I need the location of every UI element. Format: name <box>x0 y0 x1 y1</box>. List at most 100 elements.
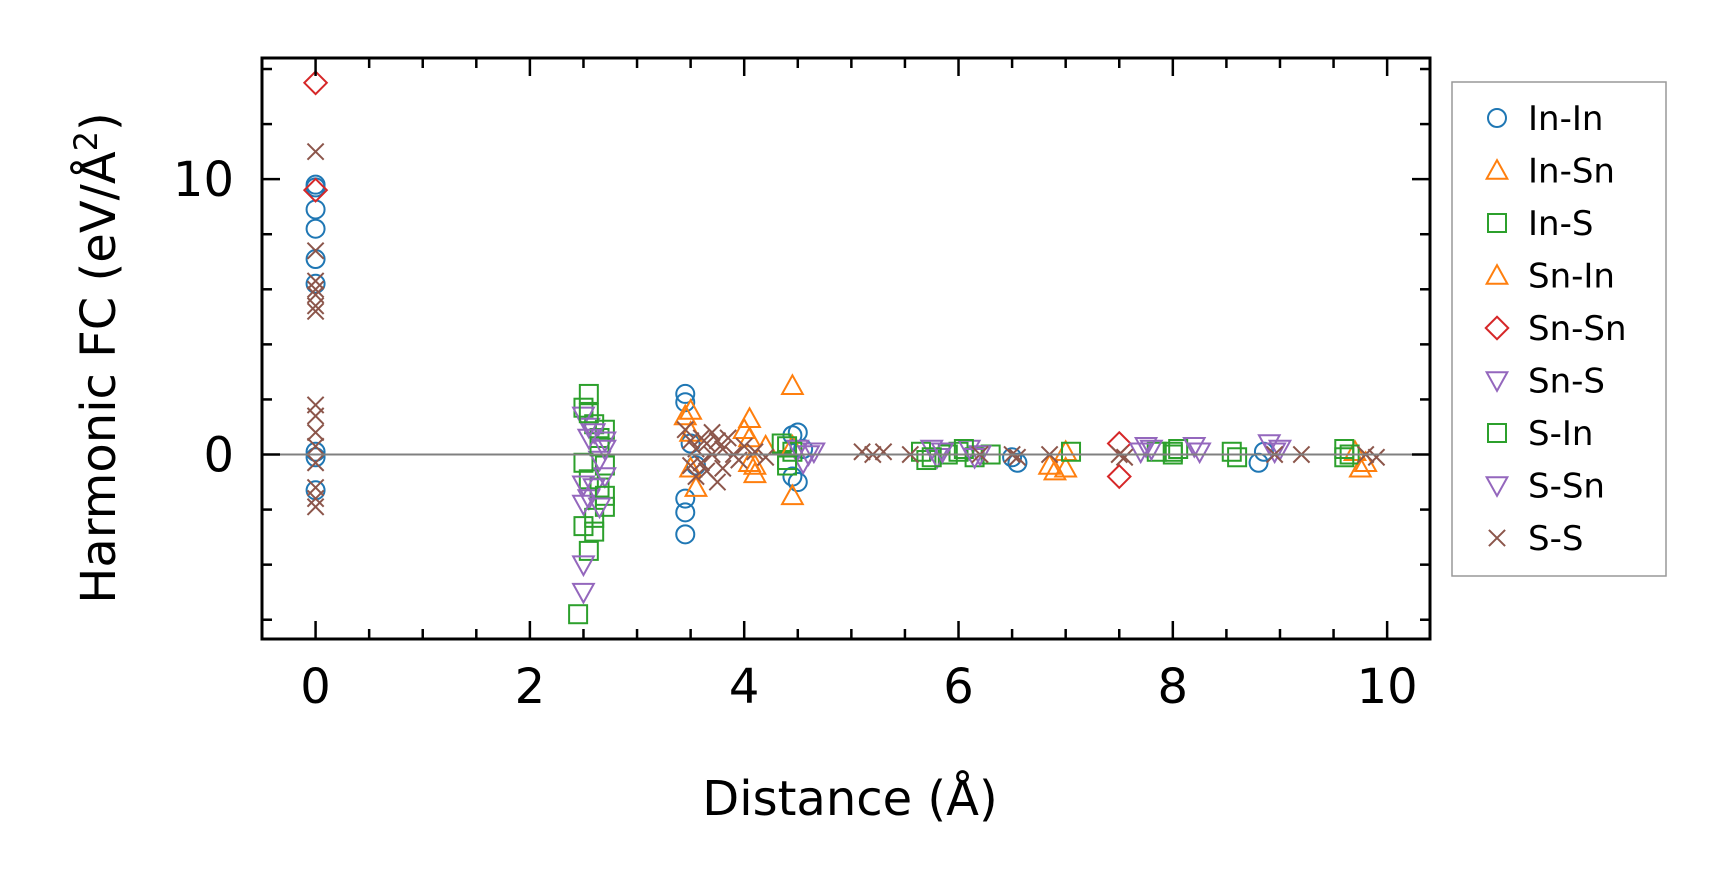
y-tick-label: 0 <box>203 428 234 484</box>
data-point <box>584 521 605 542</box>
data-point <box>305 441 326 462</box>
data-point <box>785 439 810 462</box>
data-point <box>1262 442 1287 465</box>
data-point <box>1168 439 1189 460</box>
data-point <box>576 417 601 440</box>
data-point <box>742 453 767 475</box>
data-point <box>302 177 329 203</box>
data-point <box>1248 452 1269 473</box>
data-point <box>687 467 705 486</box>
x-tick-label: 10 <box>1357 659 1418 715</box>
legend-label: In-S <box>1528 204 1593 244</box>
x-tick-label: 6 <box>943 659 974 715</box>
legend-marker-in-sn <box>1484 158 1510 180</box>
data-point <box>306 498 325 516</box>
data-point <box>306 297 325 315</box>
plot-area-frame <box>260 56 1432 641</box>
data-point <box>576 428 601 451</box>
data-point <box>780 373 805 395</box>
y-tick-label: 10 <box>173 152 234 208</box>
data-point <box>571 475 596 498</box>
data-point <box>746 442 764 461</box>
axis-ticks <box>260 58 1430 639</box>
data-point <box>571 555 596 578</box>
data-point <box>713 459 732 478</box>
legend-marker-s-s <box>1488 529 1506 547</box>
data-point <box>678 398 703 420</box>
legend-label: Sn-In <box>1528 257 1615 297</box>
data-point <box>578 540 599 561</box>
data-point <box>306 302 325 321</box>
data-point <box>796 445 821 467</box>
data-point <box>592 467 617 489</box>
data-point <box>1133 436 1159 459</box>
x-tick-label: 8 <box>1158 659 1189 715</box>
data-point <box>571 582 596 605</box>
data-point <box>782 466 803 487</box>
data-point <box>573 452 594 473</box>
data-point <box>582 478 607 500</box>
data-point <box>587 497 612 520</box>
data-point <box>1367 448 1386 467</box>
data-point <box>305 249 326 270</box>
data-point <box>719 429 737 447</box>
data-point <box>306 280 325 299</box>
data-point <box>1139 439 1164 462</box>
data-point <box>1342 439 1368 462</box>
data-point <box>571 494 596 517</box>
data-point <box>306 407 325 425</box>
data-point <box>780 483 805 506</box>
legend-marker-sn-s <box>1484 371 1510 393</box>
data-point <box>735 437 754 456</box>
data-point <box>787 472 808 493</box>
data-point <box>777 455 798 476</box>
data-point <box>1267 439 1293 462</box>
data-point <box>1106 463 1132 490</box>
data-point <box>305 199 326 220</box>
legend-label: S-Sn <box>1528 467 1605 507</box>
x-axis-title: Distance (Å) <box>702 770 997 827</box>
data-point <box>305 218 326 239</box>
data-point <box>1042 458 1068 481</box>
data-point <box>930 442 955 465</box>
data-point <box>578 403 599 424</box>
data-point <box>1115 448 1134 467</box>
data-point <box>592 439 617 462</box>
legend-label: Sn-Sn <box>1528 309 1627 349</box>
data-point <box>1162 441 1183 462</box>
legend-label: S-In <box>1528 414 1593 454</box>
data-point <box>681 456 700 475</box>
legend-items: In-In In-Sn In-S Sn-In Sn-Sn Sn-S S-In S-Sn S-S <box>1484 99 1627 559</box>
data-point <box>683 475 709 497</box>
data-point <box>708 431 727 450</box>
data-point <box>853 442 871 461</box>
data-point <box>675 488 696 509</box>
data-point <box>1227 447 1248 468</box>
data-point <box>1334 447 1355 468</box>
data-point <box>703 423 721 442</box>
series-s-s <box>306 142 1386 516</box>
x-tick-label: 2 <box>515 659 546 715</box>
legend: In-In In-Sn In-S Sn-In Sn-Sn Sn-S S-In S-Sn S-S <box>1451 81 1667 577</box>
data-point <box>675 524 696 545</box>
x-tick-label: 4 <box>729 659 760 715</box>
data-point <box>675 383 696 404</box>
legend-label: S-S <box>1528 519 1583 559</box>
data-point <box>1002 447 1023 468</box>
legend-label: Sn-S <box>1528 362 1605 402</box>
y-axis-title: Harmonic FC (eV/Å2) <box>67 112 127 604</box>
data-point <box>732 417 757 440</box>
data-point <box>676 420 695 439</box>
data-point <box>592 431 617 454</box>
legend-marker-sn-sn <box>1484 315 1510 341</box>
data-point <box>306 489 325 508</box>
data-point <box>1348 455 1373 478</box>
legend-marker-in-s <box>1487 213 1507 233</box>
data-point <box>1037 453 1062 475</box>
data-point <box>692 453 711 472</box>
data-point <box>306 437 325 456</box>
data-markers <box>302 70 1386 625</box>
data-point <box>306 241 325 260</box>
data-point <box>681 431 700 450</box>
